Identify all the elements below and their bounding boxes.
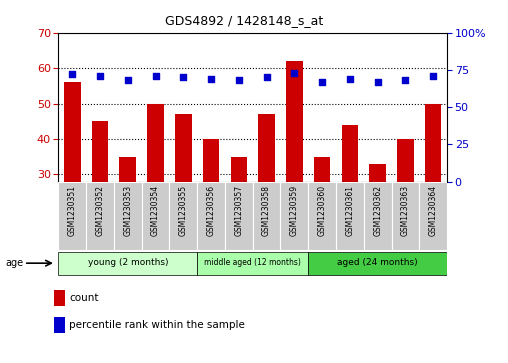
Text: GSM1230364: GSM1230364 xyxy=(429,185,438,236)
FancyBboxPatch shape xyxy=(280,182,308,250)
Text: middle aged (12 months): middle aged (12 months) xyxy=(204,258,301,267)
Point xyxy=(124,77,132,83)
Text: percentile rank within the sample: percentile rank within the sample xyxy=(70,320,245,330)
Text: GSM1230356: GSM1230356 xyxy=(207,185,215,236)
FancyBboxPatch shape xyxy=(86,182,114,250)
Text: count: count xyxy=(70,293,99,303)
FancyBboxPatch shape xyxy=(225,182,253,250)
Bar xyxy=(286,61,303,182)
Text: young (2 months): young (2 months) xyxy=(87,258,168,267)
Text: GSM1230353: GSM1230353 xyxy=(123,185,132,236)
FancyBboxPatch shape xyxy=(197,252,308,275)
Bar xyxy=(397,139,414,182)
Text: aged (24 months): aged (24 months) xyxy=(337,258,418,267)
Text: GSM1230362: GSM1230362 xyxy=(373,185,382,236)
Text: GSM1230352: GSM1230352 xyxy=(96,185,105,236)
Point xyxy=(68,72,76,77)
Text: GSM1230354: GSM1230354 xyxy=(151,185,160,236)
Text: age: age xyxy=(5,258,23,268)
Bar xyxy=(341,125,358,182)
Text: GSM1230351: GSM1230351 xyxy=(68,185,77,236)
Point xyxy=(401,77,409,83)
FancyBboxPatch shape xyxy=(170,182,197,250)
Text: GSM1230363: GSM1230363 xyxy=(401,185,410,236)
Point xyxy=(96,73,104,79)
Point xyxy=(429,73,437,79)
Text: GSM1230355: GSM1230355 xyxy=(179,185,188,236)
Point xyxy=(235,77,243,83)
Point xyxy=(207,76,215,82)
FancyBboxPatch shape xyxy=(58,182,86,250)
Bar xyxy=(258,114,275,182)
Text: GSM1230359: GSM1230359 xyxy=(290,185,299,236)
Point xyxy=(318,79,326,85)
Bar xyxy=(92,121,108,182)
Bar xyxy=(175,114,192,182)
Text: GSM1230360: GSM1230360 xyxy=(318,185,327,236)
Bar xyxy=(64,82,81,182)
Bar xyxy=(119,157,136,182)
FancyBboxPatch shape xyxy=(336,182,364,250)
Text: GDS4892 / 1428148_s_at: GDS4892 / 1428148_s_at xyxy=(165,15,323,28)
FancyBboxPatch shape xyxy=(308,252,447,275)
Bar xyxy=(54,290,65,306)
Bar xyxy=(231,157,247,182)
Bar xyxy=(369,164,386,182)
FancyBboxPatch shape xyxy=(419,182,447,250)
Point xyxy=(346,76,354,82)
Bar xyxy=(314,157,330,182)
Point xyxy=(179,74,187,80)
Text: GSM1230357: GSM1230357 xyxy=(234,185,243,236)
FancyBboxPatch shape xyxy=(197,182,225,250)
Point xyxy=(373,79,382,85)
Point xyxy=(263,74,271,80)
Bar xyxy=(425,103,441,182)
FancyBboxPatch shape xyxy=(142,182,170,250)
FancyBboxPatch shape xyxy=(392,182,419,250)
Text: GSM1230358: GSM1230358 xyxy=(262,185,271,236)
Point xyxy=(151,73,160,79)
FancyBboxPatch shape xyxy=(308,182,336,250)
FancyBboxPatch shape xyxy=(253,182,280,250)
Point xyxy=(290,70,298,76)
FancyBboxPatch shape xyxy=(114,182,142,250)
FancyBboxPatch shape xyxy=(58,252,197,275)
Text: GSM1230361: GSM1230361 xyxy=(345,185,355,236)
Bar xyxy=(203,139,219,182)
Bar xyxy=(54,317,65,333)
Bar xyxy=(147,103,164,182)
FancyBboxPatch shape xyxy=(364,182,392,250)
